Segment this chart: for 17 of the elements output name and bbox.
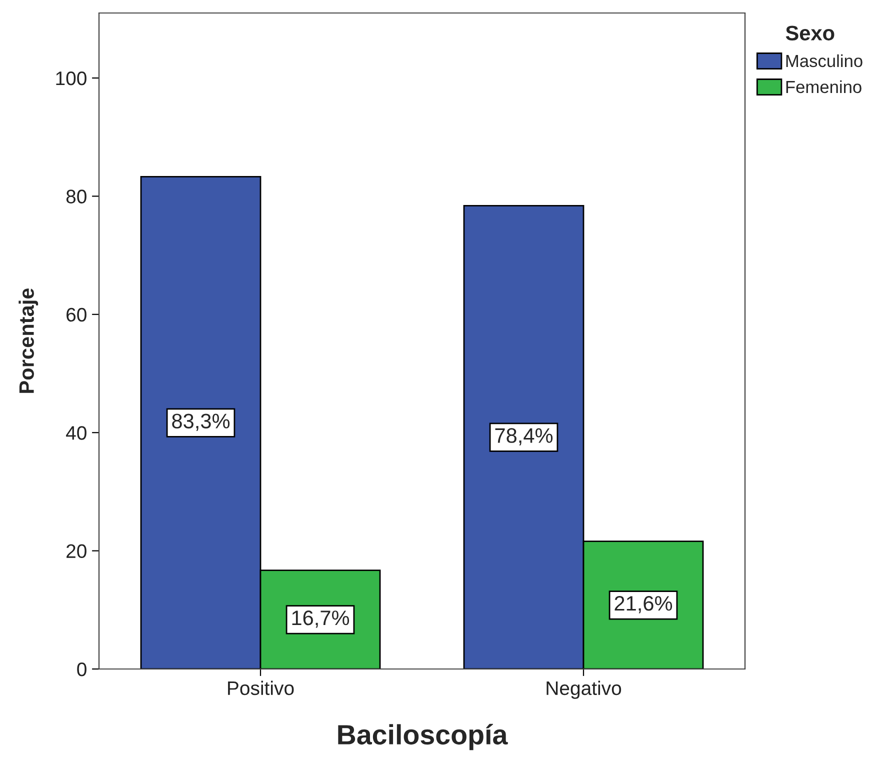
y-tick-label: 0 — [77, 662, 86, 676]
data-label: 78,4% — [495, 428, 553, 446]
y-tick-label: 100 — [56, 71, 86, 86]
y-tick-label: 60 — [66, 308, 86, 322]
data-label: 83,3% — [172, 414, 230, 431]
y-tick-label: 40 — [66, 426, 86, 440]
data-label: 16,7% — [292, 610, 350, 628]
data-label: 21,6% — [614, 596, 672, 614]
legend-label: Femenino — [786, 80, 862, 94]
x-tick-label: Negativo — [546, 680, 622, 699]
legend-label: Masculino — [786, 54, 862, 68]
x-axis-title: Baciloscopía — [338, 724, 508, 750]
y-tick-label: 80 — [66, 190, 86, 204]
y-axis-title: Porcentaje — [18, 288, 38, 393]
y-tick-label: 20 — [66, 544, 86, 558]
x-tick-label: Positivo — [228, 680, 294, 696]
legend-title: Sexo — [786, 26, 834, 40]
